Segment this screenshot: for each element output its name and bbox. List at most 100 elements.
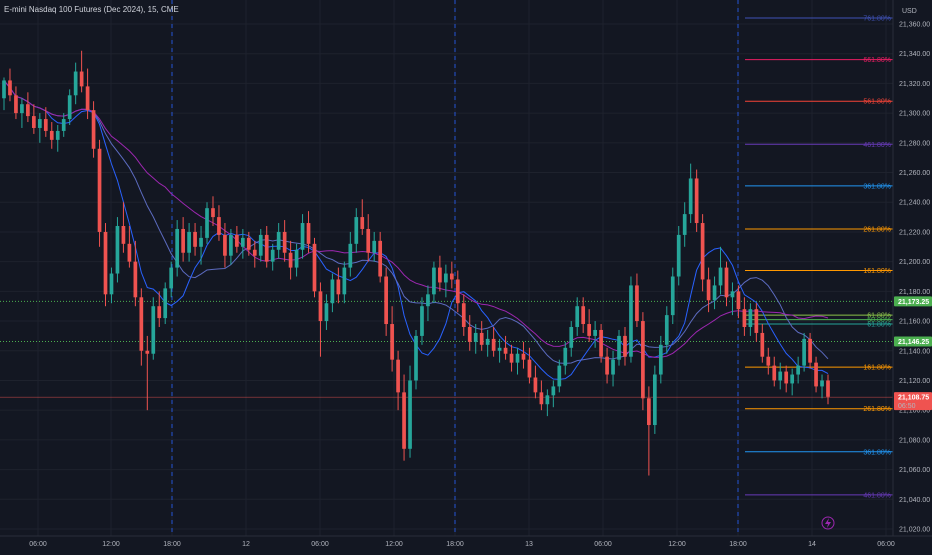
candle[interactable]: [533, 365, 538, 399]
candle[interactable]: [85, 68, 90, 120]
candle[interactable]: [587, 309, 592, 342]
candle[interactable]: [682, 202, 687, 247]
candle[interactable]: [724, 261, 729, 307]
candle[interactable]: [509, 344, 514, 372]
candle[interactable]: [414, 329, 418, 390]
candle[interactable]: [235, 226, 239, 253]
candle[interactable]: [820, 374, 824, 399]
candle[interactable]: [712, 276, 717, 310]
candle[interactable]: [718, 246, 723, 295]
candle[interactable]: [438, 255, 442, 292]
candle[interactable]: [372, 231, 377, 262]
currency-label[interactable]: USD: [902, 8, 917, 15]
candle[interactable]: [688, 163, 693, 224]
candle[interactable]: [276, 223, 281, 259]
candle[interactable]: [444, 264, 448, 298]
candle[interactable]: [61, 113, 66, 137]
candle[interactable]: [229, 228, 233, 265]
candle[interactable]: [2, 77, 6, 111]
candle[interactable]: [706, 267, 711, 313]
candle[interactable]: [79, 50, 84, 93]
candle[interactable]: [599, 324, 603, 363]
candle[interactable]: [557, 359, 562, 393]
candle[interactable]: [658, 335, 663, 384]
candle[interactable]: [676, 226, 681, 286]
fibonacci-levels[interactable]: 761.80% 661.80% 561.80% 461.80% 361.80% 261.8…: [745, 16, 893, 500]
candle[interactable]: [20, 98, 24, 128]
candle[interactable]: [91, 101, 96, 158]
candle[interactable]: [420, 297, 424, 345]
candle[interactable]: [43, 107, 48, 137]
candle[interactable]: [336, 267, 341, 304]
candle[interactable]: [211, 196, 215, 226]
candle[interactable]: [145, 335, 150, 411]
candle[interactable]: [73, 62, 78, 105]
candle[interactable]: [593, 321, 597, 348]
candle[interactable]: [133, 240, 138, 307]
candle[interactable]: [694, 169, 699, 232]
price-axis[interactable]: 21,360.00 21,340.00 21,320.00 21,300.00 21,2…: [899, 22, 930, 534]
candle[interactable]: [826, 374, 830, 405]
candle[interactable]: [342, 261, 347, 304]
candle[interactable]: [264, 226, 269, 268]
candle[interactable]: [641, 312, 645, 411]
candle[interactable]: [169, 261, 174, 298]
candles[interactable]: [2, 50, 830, 476]
candle[interactable]: [449, 261, 454, 289]
candle[interactable]: [790, 368, 795, 396]
candle[interactable]: [730, 282, 735, 316]
candle[interactable]: [748, 303, 753, 336]
candle[interactable]: [348, 231, 353, 277]
candle[interactable]: [240, 228, 245, 259]
candle[interactable]: [408, 365, 412, 458]
candle[interactable]: [8, 68, 12, 102]
candle[interactable]: [384, 267, 388, 336]
candle[interactable]: [55, 125, 60, 152]
time-axis[interactable]: 06:00 12:00 18:00 12 06:00 12:00 18:00 13 06:00 1…: [29, 541, 895, 548]
candle[interactable]: [294, 243, 299, 277]
candle[interactable]: [127, 226, 132, 268]
candle[interactable]: [163, 282, 168, 325]
candle[interactable]: [109, 267, 114, 304]
candle[interactable]: [121, 202, 126, 253]
candle[interactable]: [605, 347, 609, 384]
candle[interactable]: [354, 208, 359, 253]
candle[interactable]: [390, 306, 394, 372]
candle[interactable]: [814, 356, 818, 393]
candle[interactable]: [187, 223, 191, 262]
candle[interactable]: [270, 243, 275, 271]
candle[interactable]: [778, 362, 783, 390]
candle[interactable]: [766, 347, 771, 375]
candle[interactable]: [205, 202, 209, 244]
candle[interactable]: [551, 380, 556, 408]
candle[interactable]: [808, 332, 812, 369]
candle[interactable]: [796, 356, 800, 384]
candle[interactable]: [539, 380, 544, 411]
candle[interactable]: [32, 104, 36, 134]
candle[interactable]: [611, 350, 615, 387]
candle[interactable]: [306, 211, 311, 253]
candle[interactable]: [545, 389, 550, 417]
candle[interactable]: [455, 270, 460, 313]
candle[interactable]: [181, 217, 185, 262]
candle[interactable]: [37, 113, 42, 143]
candle[interactable]: [324, 294, 329, 330]
candle[interactable]: [157, 291, 162, 327]
candle[interactable]: [784, 365, 789, 393]
candle[interactable]: [515, 347, 520, 375]
candle[interactable]: [14, 86, 18, 120]
candle[interactable]: [461, 294, 466, 336]
candle[interactable]: [67, 89, 72, 125]
candle[interactable]: [635, 273, 639, 327]
candle[interactable]: [246, 231, 251, 256]
candle[interactable]: [497, 338, 502, 363]
candle[interactable]: [97, 139, 102, 247]
candle[interactable]: [115, 217, 120, 283]
candle[interactable]: [521, 341, 526, 369]
candle[interactable]: [772, 356, 777, 387]
candle[interactable]: [647, 386, 651, 476]
candle[interactable]: [193, 223, 197, 256]
candle[interactable]: [217, 205, 221, 241]
candle[interactable]: [103, 223, 108, 307]
candle[interactable]: [252, 240, 257, 268]
